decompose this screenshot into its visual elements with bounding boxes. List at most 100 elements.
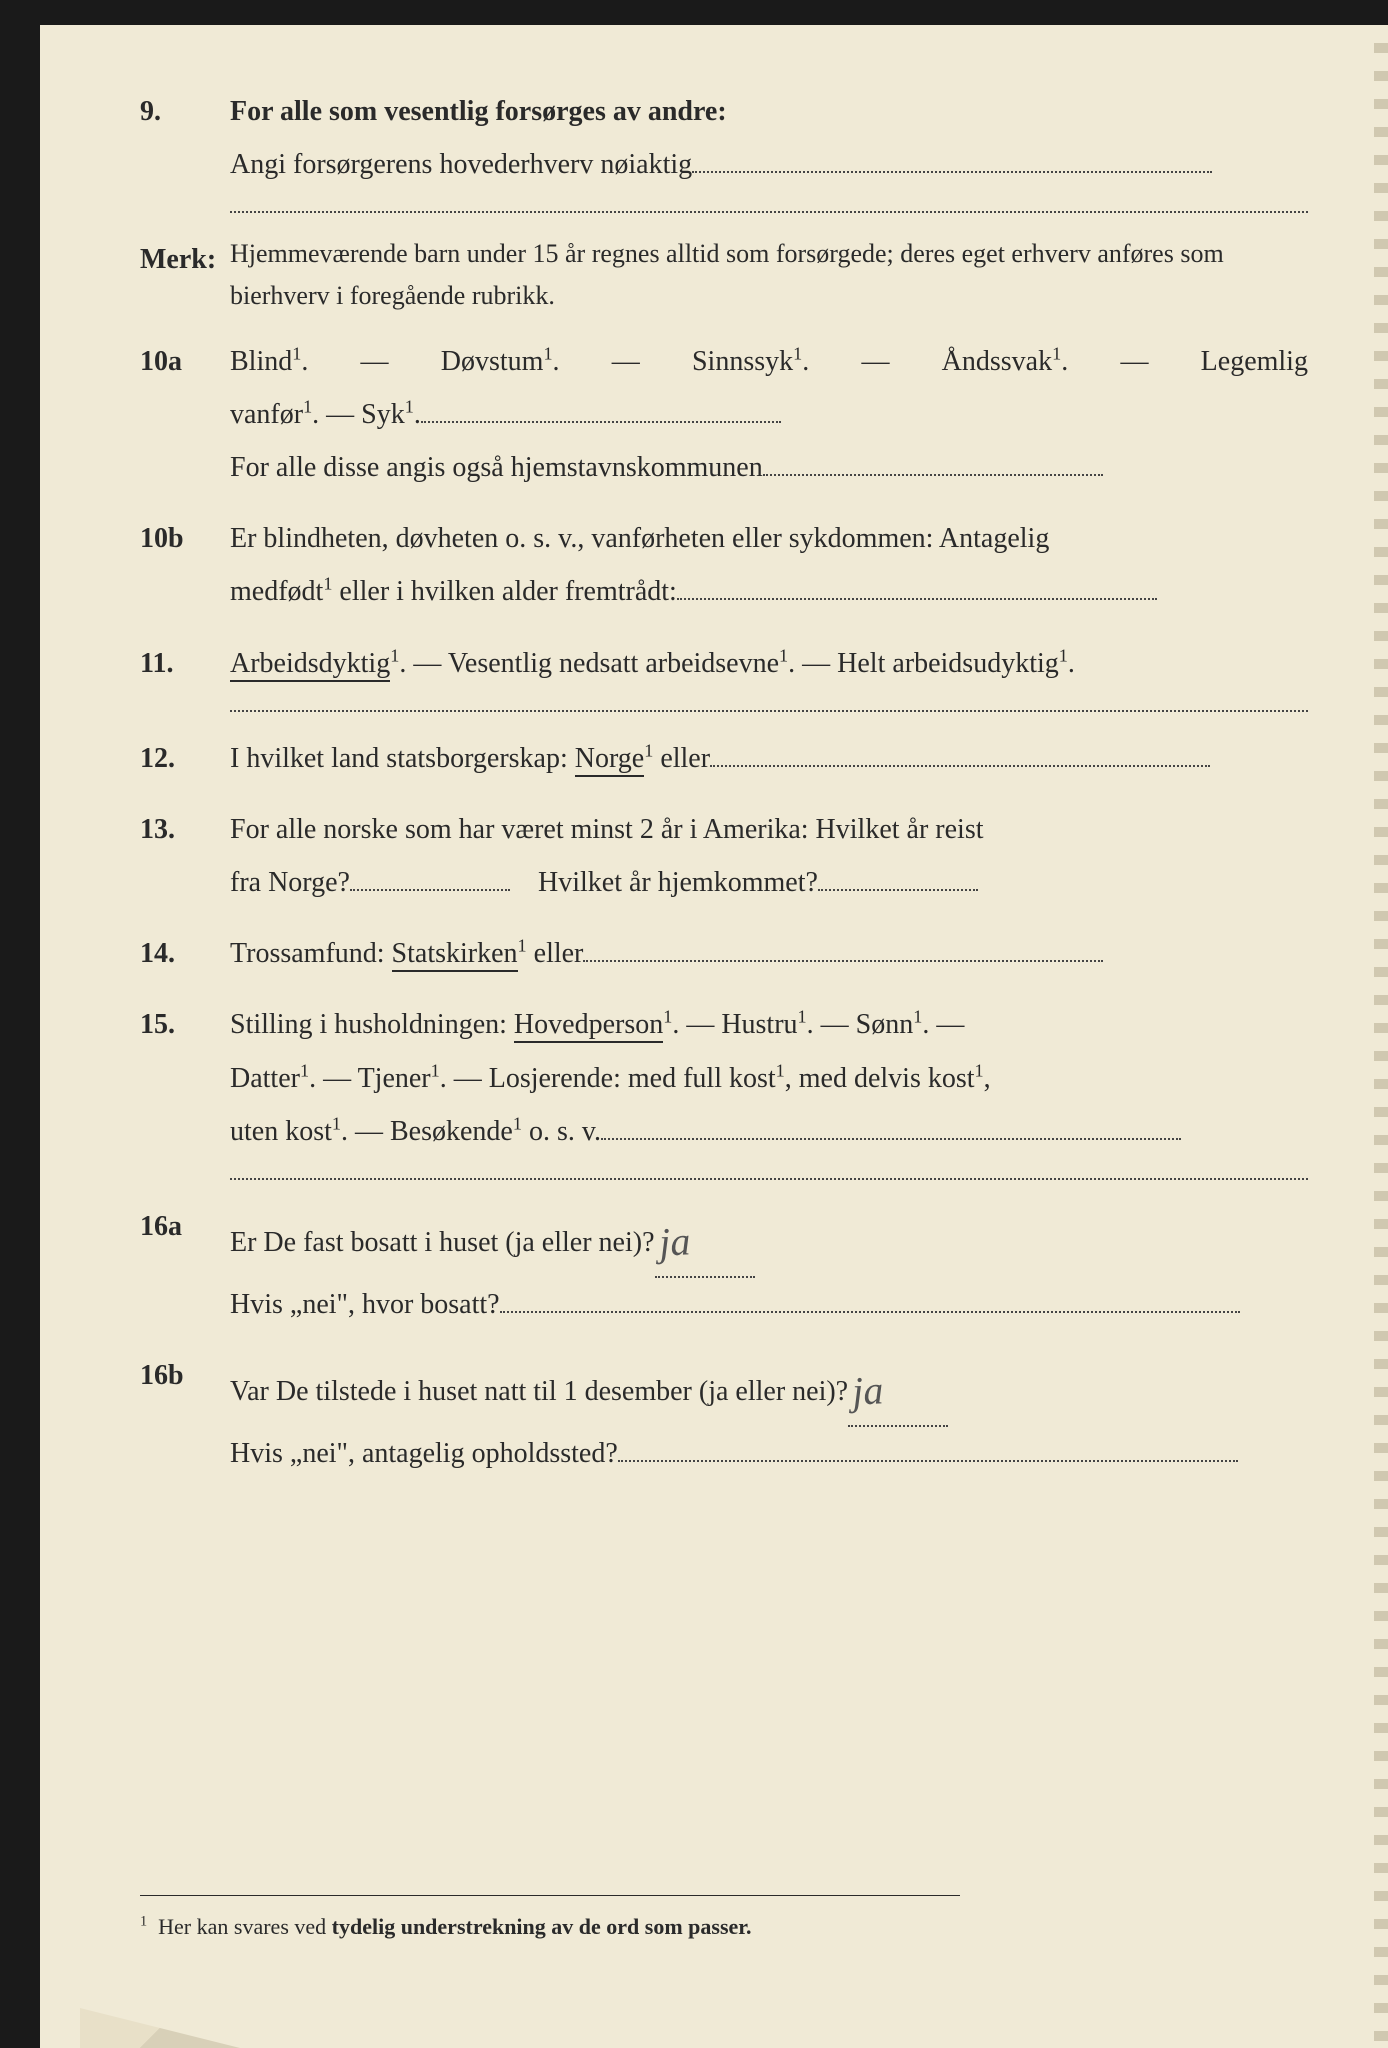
opt-tjener: Tjener [358,1063,431,1094]
q15-fill[interactable] [601,1138,1181,1140]
q13-fill2[interactable] [818,889,978,891]
dash: — [319,399,361,430]
q16b-hvis-nei: Hvis „nei", antagelig opholdssted? [230,1438,618,1469]
q12-fill[interactable] [710,765,1210,767]
footnote: 1 Her kan svares ved tydelig understrekn… [140,1895,960,1948]
q16b-number: 16b [140,1349,230,1402]
q10a-kommune-fill[interactable] [763,474,1103,476]
opt-syk: Syk [361,399,405,430]
opt-norge: Norge [575,743,644,777]
question-15: 15. Stilling i husholdningen: Hovedperso… [140,998,1308,1158]
opt-legemlig: Legemlig [1201,335,1308,388]
q10b-fill[interactable] [677,598,1157,600]
question-11: 11. Arbeidsdyktig1. — Vesentlig nedsatt … [140,637,1308,690]
opt-hustru: Hustru [721,1009,797,1040]
page-fold [80,2008,240,2048]
question-14: 14. Trossamfund: Statskirken1 eller [140,927,1308,980]
q16a-prompt: Er De fast bosatt i huset (ja eller nei)… [230,1227,655,1258]
q16a-line1: Er De fast bosatt i huset (ja eller nei)… [230,1200,1308,1278]
divider [230,211,1308,213]
q9-prompt: Angi forsørgerens hovederhverv nøiaktig [230,149,692,180]
question-9: 9. For alle som vesentlig forsørges av a… [140,85,1308,191]
opt-andssvak: Åndssvak [942,346,1052,377]
q10b-alder: eller i hvilken alder fremtrådt: [332,576,676,607]
opt-blind: Blind [230,346,292,377]
divider [230,710,1308,712]
opt-vanfor: vanfør [230,399,303,430]
q16a-hvis-nei: Hvis „nei", hvor bosatt? [230,1289,500,1320]
q11-content: Arbeidsdyktig1. — Vesentlig nedsatt arbe… [230,637,1308,690]
q12-content: I hvilket land statsborgerskap: Norge1 e… [230,732,1308,785]
q9-content: For alle som vesentlig forsørges av andr… [230,85,1308,191]
q10b-number: 10b [140,512,230,565]
q16a-number: 16a [140,1200,230,1253]
q16b-fill[interactable] [618,1460,1238,1462]
q13-fill1[interactable] [350,889,510,891]
q10a-number: 10a [140,335,230,388]
q10b-medfodt: medfødt [230,576,323,607]
footnote-marker: 1 [140,1914,147,1930]
q15-line3: uten kost1. — Besøkende1 o. s. v. [230,1105,1308,1158]
q13-content: For alle norske som har været minst 2 år… [230,803,1308,909]
opt-udyktig: Helt arbeidsudyktig [837,648,1059,679]
q16b-prompt: Var De tilstede i huset natt til 1 desem… [230,1376,848,1407]
question-10a: 10a Blind1. — Døvstum1. — Sinnssyk1. — Å… [140,335,1308,495]
q14-prompt: Trossamfund: [230,938,392,969]
q16a-answer-field[interactable]: ja [655,1200,755,1278]
q12-eller: eller [653,743,710,774]
opt-losjerende-full: Losjerende: med full kost [489,1063,776,1094]
q13-line2: fra Norge? Hvilket år hjemkommet? [230,856,1308,909]
question-10b: 10b Er blindheten, døvheten o. s. v., va… [140,512,1308,618]
q16a-fill[interactable] [500,1311,1240,1313]
q14-fill[interactable] [583,960,1103,962]
question-12: 12. I hvilket land statsborgerskap: Norg… [140,732,1308,785]
merk-note: Merk: Hjemmeværende barn under 15 år reg… [140,233,1308,316]
footnote-b: tydelig understrekning av de ord som pas… [332,1914,752,1939]
q15-number: 15. [140,998,230,1051]
opt-besokende: Besøkende [390,1116,513,1147]
q10a-line1: Blind1. — Døvstum1. — Sinnssyk1. — Åndss… [230,335,1308,388]
q10a-content: Blind1. — Døvstum1. — Sinnssyk1. — Åndss… [230,335,1308,495]
perforated-edge [1374,25,1388,2048]
q13-hjem: Hvilket år hjemkommet? [538,867,818,898]
q10a-line3: For alle disse angis også hjemstavnskomm… [230,441,1308,494]
opt-arbeidsdyktig: Arbeidsdyktig [230,648,390,682]
q13-fra: fra Norge? [230,867,350,898]
q10a-kommune-prompt: For alle disse angis også hjemstavnskomm… [230,452,763,483]
q16a-line2: Hvis „nei", hvor bosatt? [230,1278,1308,1331]
opt-statskirken: Statskirken [392,938,518,972]
dash: — [612,335,640,388]
merk-text: Hjemmeværende barn under 15 år regnes al… [230,233,1308,316]
q14-number: 14. [140,927,230,980]
q10b-line1: Er blindheten, døvheten o. s. v., vanfør… [230,512,1308,565]
q15-content: Stilling i husholdningen: Hovedperson1. … [230,998,1308,1158]
opt-nedsatt: Vesentlig nedsatt arbeidsevne [448,648,779,679]
opt-datter: Datter [230,1063,300,1094]
q16b-line2: Hvis „nei", antagelig opholdssted? [230,1427,1308,1480]
q16b-answer: ja [850,1352,885,1430]
dash: — [1120,335,1148,388]
divider [230,1178,1308,1180]
question-13: 13. For alle norske som har været minst … [140,803,1308,909]
q15-line2: Datter1. — Tjener1. — Losjerende: med fu… [230,1052,1308,1105]
footnote-a: Her kan svares ved [158,1914,332,1939]
q16b-answer-field[interactable]: ja [848,1349,948,1427]
q11-number: 11. [140,637,230,690]
q9-line2: Angi forsørgerens hovederhverv nøiaktig [230,138,1308,191]
q10a-fill[interactable] [421,421,781,423]
opt-sonn: Sønn [856,1009,914,1040]
q9-number: 9. [140,85,230,138]
q15-osv: o. s. v. [522,1116,601,1147]
q10b-line2: medfødt1 eller i hvilken alder fremtrådt… [230,565,1308,618]
dash: — [861,335,889,388]
opt-hovedperson: Hovedperson [514,1009,663,1043]
q14-content: Trossamfund: Statskirken1 eller [230,927,1308,980]
q12-prompt: I hvilket land statsborgerskap: [230,743,575,774]
q13-number: 13. [140,803,230,856]
dash: — [361,335,389,388]
q9-fill-line[interactable] [692,171,1212,173]
opt-uten-kost: uten kost [230,1116,332,1147]
q15-line1: Stilling i husholdningen: Hovedperson1. … [230,998,1308,1051]
opt-delvis-kost: , med delvis kost [785,1063,975,1094]
q16b-content: Var De tilstede i huset natt til 1 desem… [230,1349,1308,1480]
